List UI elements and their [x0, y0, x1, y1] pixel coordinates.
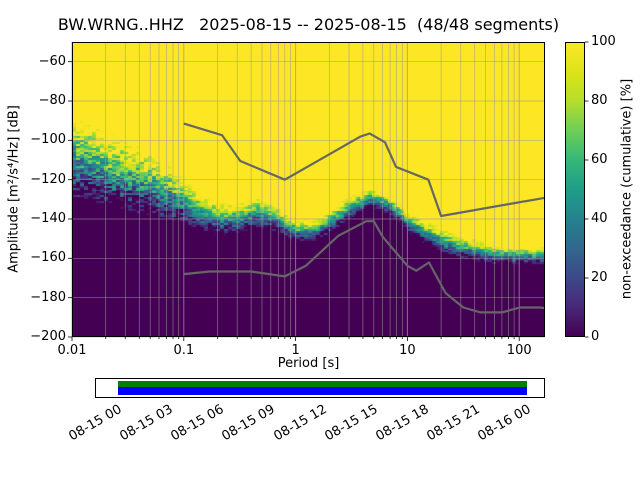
- colorbar-tick-label: 80: [591, 93, 608, 108]
- y-tick-label: −80: [38, 93, 66, 108]
- y-tick-label: −200: [30, 329, 66, 344]
- y-tick-label: −60: [38, 53, 66, 69]
- y-axis-label: Amplitude [m²/s⁴/Hz] [dB]: [6, 105, 22, 273]
- y-tick-label: −100: [30, 132, 66, 148]
- plot-overlay-svg: [68, 42, 546, 341]
- x-tick-label: 10: [399, 343, 416, 358]
- date-tick-label: 08-15 21: [424, 402, 483, 445]
- date-tick-label: 08-15 12: [271, 402, 330, 445]
- date-tick-label: 08-15 18: [373, 402, 432, 445]
- date-tick-label: 08-15 09: [219, 402, 278, 445]
- colorbar-tick-label: 40: [591, 211, 608, 226]
- y-tick-label: −120: [30, 171, 66, 187]
- coverage-segments-green: [118, 381, 527, 387]
- date-tick-label: 08-15 00: [66, 402, 125, 445]
- x-tick-label: 100: [506, 343, 532, 358]
- coverage-bar: [95, 378, 545, 398]
- date-tick-label: 08-16 00: [475, 402, 534, 445]
- coverage-data-blue: [118, 387, 527, 395]
- plot-area: [68, 42, 546, 341]
- colorbar: [565, 41, 589, 338]
- ppsd-heatmap-canvas: [72, 42, 545, 337]
- figure-title: BW.WRNG..HHZ 2025-08-15 -- 2025-08-15 (4…: [57, 15, 560, 34]
- colorbar-label: non-exceedance (cumulative) [%]: [619, 78, 635, 300]
- colorbar-tick-label: 0: [591, 329, 600, 344]
- colorbar-canvas: [565, 42, 585, 337]
- x-tick-label: 0.1: [173, 343, 195, 358]
- x-tick-label: 1: [291, 343, 300, 358]
- x-tick-label: 0.01: [57, 343, 87, 358]
- y-tick-label: −160: [30, 250, 66, 266]
- colorbar-tick-label: 100: [591, 34, 616, 49]
- y-tick-label: −140: [30, 211, 66, 226]
- date-tick-label: 08-15 06: [168, 402, 227, 445]
- y-tick-label: −180: [30, 289, 66, 305]
- date-tick-label: 08-15 15: [322, 402, 381, 445]
- x-axis-label: Period [s]: [277, 356, 340, 371]
- date-tick-label: 08-15 03: [117, 402, 176, 445]
- colorbar-svg: [565, 41, 589, 338]
- colorbar-tick-label: 20: [591, 270, 608, 285]
- colorbar-tick-label: 60: [591, 152, 608, 167]
